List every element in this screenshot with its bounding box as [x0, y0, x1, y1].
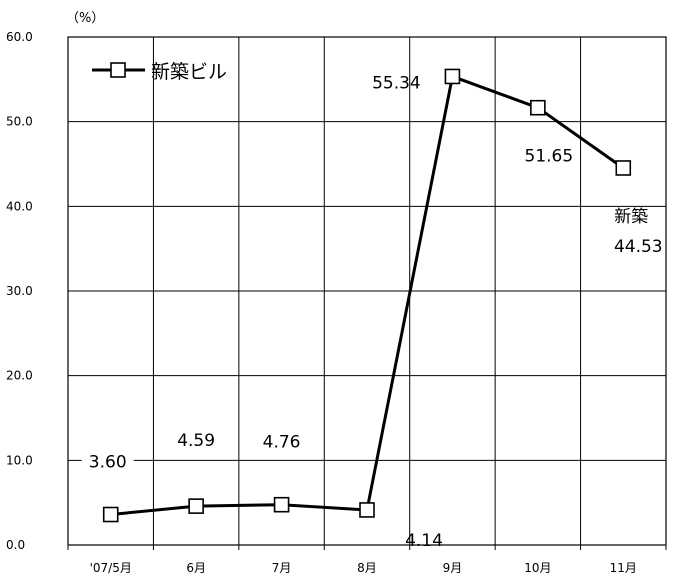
x-tick-label: 11月 [610, 561, 637, 575]
data-label: 55.34 [372, 73, 421, 93]
x-tick-labels: '07/5月 6月 7月 8月 9月 10月 11月 [90, 561, 637, 575]
y-tick-label: 30.0 [6, 284, 33, 298]
legend-marker-icon [110, 62, 126, 78]
axes [67, 36, 667, 550]
x-tick-label: 10月 [524, 561, 551, 575]
y-tick-label: 50.0 [6, 115, 33, 129]
data-point-marker [273, 496, 290, 513]
data-labels: 3.60 4.59 4.76 4.14 55.34 51.65 44.53 [81, 73, 663, 551]
series-layer [102, 68, 632, 523]
grid [68, 36, 666, 545]
legend: 新築ビル [92, 61, 227, 83]
y-tick-label: 60.0 [6, 30, 33, 44]
x-tick-label: 9月 [443, 561, 463, 575]
data-label: 3.60 [89, 453, 127, 473]
data-label: 44.53 [614, 237, 663, 257]
plot-frame [67, 36, 667, 546]
data-label: 4.14 [405, 531, 443, 551]
data-point-marker [359, 502, 375, 518]
annotation-label: 新築 [614, 207, 648, 227]
x-tick-label: 8月 [357, 561, 377, 575]
data-label: 4.59 [177, 431, 215, 451]
y-tick-label: 40.0 [6, 199, 33, 213]
legend-series-name: 新築ビル [151, 61, 227, 83]
x-tick-label: 7月 [272, 561, 292, 575]
x-tick-label: 6月 [186, 561, 206, 575]
data-label: 51.65 [525, 147, 574, 167]
y-tick-label: 0.0 [6, 538, 25, 552]
data-label-background [255, 434, 308, 455]
data-label-background [81, 454, 134, 475]
data-point-marker [188, 498, 204, 514]
y-tick-label: 10.0 [6, 453, 33, 467]
data-point-marker [530, 99, 546, 116]
data-point-marker [615, 160, 632, 176]
y-tick-labels: 0.0 10.0 20.0 30.0 40.0 50.0 60.0 [6, 30, 33, 552]
data-point-marker [444, 68, 461, 85]
data-label-background [170, 433, 223, 454]
data-label: 4.76 [263, 433, 301, 453]
data-point-marker [102, 506, 119, 523]
x-tick-label: '07/5月 [90, 561, 132, 575]
y-unit-label: （%） [66, 11, 104, 26]
y-tick-label: 20.0 [6, 369, 33, 383]
